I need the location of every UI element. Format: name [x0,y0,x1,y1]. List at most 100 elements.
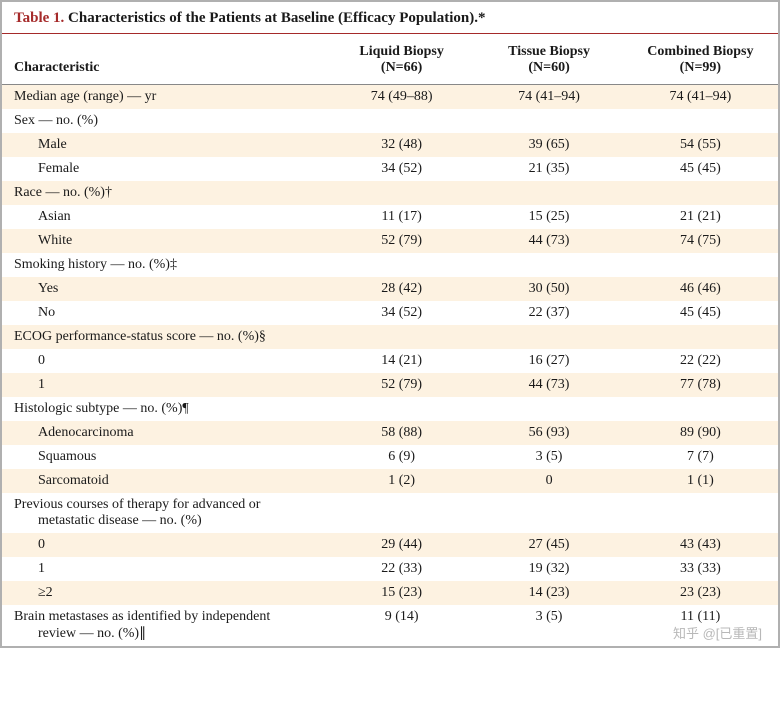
table-row: Smoking history — no. (%)‡ [2,253,778,277]
row-value: 33 (33) [623,557,778,581]
table-row: Race — no. (%)† [2,181,778,205]
row-label: ≥2 [2,581,328,605]
row-value [328,325,475,349]
row-value [475,397,622,421]
row-value: 39 (65) [475,133,622,157]
data-table: Characteristic Liquid Biopsy (N=66) Tiss… [2,34,778,646]
row-value: 34 (52) [328,157,475,181]
row-value [328,253,475,277]
row-value: 11 (11) [623,605,778,646]
row-value: 9 (14) [328,605,475,646]
row-value: 43 (43) [623,533,778,557]
row-label: 0 [2,533,328,557]
row-value: 0 [475,469,622,493]
table-row: Sarcomatoid1 (2)01 (1) [2,469,778,493]
row-label: 1 [2,557,328,581]
table-header-row: Characteristic Liquid Biopsy (N=66) Tiss… [2,34,778,85]
row-value: 44 (73) [475,229,622,253]
table-row: 029 (44)27 (45)43 (43) [2,533,778,557]
col-header-combined: Combined Biopsy (N=99) [623,34,778,85]
row-value: 14 (23) [475,581,622,605]
row-value: 15 (25) [475,205,622,229]
row-label: 1 [2,373,328,397]
row-value [328,493,475,533]
table-row: 014 (21)16 (27)22 (22) [2,349,778,373]
row-value [623,397,778,421]
row-label: Sex — no. (%) [2,109,328,133]
row-value: 3 (5) [475,605,622,646]
row-value [623,493,778,533]
row-value: 77 (78) [623,373,778,397]
row-value [623,253,778,277]
row-value [475,325,622,349]
col-header-characteristic: Characteristic [2,34,328,85]
table-row: Squamous6 (9)3 (5)7 (7) [2,445,778,469]
table-row: Yes28 (42)30 (50)46 (46) [2,277,778,301]
row-label: Female [2,157,328,181]
row-value: 45 (45) [623,157,778,181]
row-value: 27 (45) [475,533,622,557]
row-value [475,253,622,277]
row-label: Male [2,133,328,157]
row-value: 74 (75) [623,229,778,253]
row-value: 22 (33) [328,557,475,581]
row-label: White [2,229,328,253]
row-value: 45 (45) [623,301,778,325]
row-value [328,181,475,205]
table-row: Median age (range) — yr74 (49–88)74 (41–… [2,85,778,110]
row-value: 74 (49–88) [328,85,475,110]
row-value: 23 (23) [623,581,778,605]
row-label: ECOG performance-status score — no. (%)§ [2,325,328,349]
baseline-characteristics-table: Table 1. Characteristics of the Patients… [0,0,780,648]
row-label: Race — no. (%)† [2,181,328,205]
table-row: ≥215 (23)14 (23)23 (23) [2,581,778,605]
row-label: Adenocarcinoma [2,421,328,445]
row-value: 34 (52) [328,301,475,325]
row-label: Previous courses of therapy for advanced… [2,493,328,533]
row-value: 89 (90) [623,421,778,445]
row-value: 52 (79) [328,229,475,253]
row-value [623,181,778,205]
row-label: 0 [2,349,328,373]
row-value: 58 (88) [328,421,475,445]
row-value: 44 (73) [475,373,622,397]
table-row: No34 (52)22 (37)45 (45) [2,301,778,325]
row-value: 46 (46) [623,277,778,301]
row-value: 1 (1) [623,469,778,493]
row-value [623,325,778,349]
row-value: 30 (50) [475,277,622,301]
row-value [475,493,622,533]
table-title-text: Characteristics of the Patients at Basel… [68,10,485,26]
table-title-bar: Table 1. Characteristics of the Patients… [2,2,778,34]
row-label: Squamous [2,445,328,469]
table-row: Female34 (52)21 (35)45 (45) [2,157,778,181]
row-value: 11 (17) [328,205,475,229]
row-value: 74 (41–94) [623,85,778,110]
table-row: 122 (33)19 (32)33 (33) [2,557,778,581]
row-value: 52 (79) [328,373,475,397]
row-value [475,109,622,133]
row-value: 28 (42) [328,277,475,301]
row-value: 56 (93) [475,421,622,445]
table-row: Male32 (48)39 (65)54 (55) [2,133,778,157]
row-label: Histologic subtype — no. (%)¶ [2,397,328,421]
row-label: Asian [2,205,328,229]
row-label: Yes [2,277,328,301]
table-row: ECOG performance-status score — no. (%)§ [2,325,778,349]
row-value: 6 (9) [328,445,475,469]
table-row: Histologic subtype — no. (%)¶ [2,397,778,421]
table-row: Previous courses of therapy for advanced… [2,493,778,533]
table-row: White52 (79)44 (73)74 (75) [2,229,778,253]
row-value: 21 (35) [475,157,622,181]
col-header-liquid: Liquid Biopsy (N=66) [328,34,475,85]
table-number-label: Table 1. [14,10,64,26]
row-label: Brain metastases as identified by indepe… [2,605,328,646]
row-value: 32 (48) [328,133,475,157]
row-label: Median age (range) — yr [2,85,328,110]
row-value: 1 (2) [328,469,475,493]
row-value: 14 (21) [328,349,475,373]
col-header-tissue: Tissue Biopsy (N=60) [475,34,622,85]
row-value: 29 (44) [328,533,475,557]
row-value [475,181,622,205]
row-value: 74 (41–94) [475,85,622,110]
